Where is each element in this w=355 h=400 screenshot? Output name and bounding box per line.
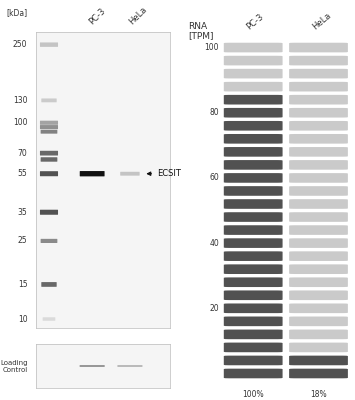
Text: 35: 35 (18, 208, 27, 217)
FancyBboxPatch shape (224, 160, 283, 170)
FancyBboxPatch shape (289, 121, 348, 131)
FancyBboxPatch shape (224, 238, 283, 248)
FancyBboxPatch shape (224, 342, 283, 352)
FancyBboxPatch shape (289, 212, 348, 222)
FancyBboxPatch shape (289, 43, 348, 52)
Text: 130: 130 (13, 96, 27, 105)
FancyBboxPatch shape (224, 316, 283, 326)
Text: RNA: RNA (188, 22, 207, 31)
Text: [kDa]: [kDa] (6, 8, 27, 17)
FancyBboxPatch shape (224, 43, 283, 52)
FancyBboxPatch shape (224, 173, 283, 183)
Text: 80: 80 (209, 108, 219, 117)
Text: 40: 40 (209, 239, 219, 248)
FancyBboxPatch shape (289, 56, 348, 66)
FancyBboxPatch shape (289, 369, 348, 378)
Text: 15: 15 (18, 280, 27, 289)
FancyBboxPatch shape (289, 330, 348, 339)
FancyBboxPatch shape (40, 130, 58, 134)
FancyBboxPatch shape (120, 172, 140, 176)
FancyBboxPatch shape (224, 186, 283, 196)
FancyBboxPatch shape (224, 251, 283, 261)
FancyBboxPatch shape (224, 134, 283, 144)
Text: 100: 100 (13, 118, 27, 127)
FancyBboxPatch shape (289, 160, 348, 170)
FancyBboxPatch shape (224, 69, 283, 78)
Text: HeLa: HeLa (310, 11, 333, 32)
Text: Loading
Control: Loading Control (0, 360, 27, 372)
Text: PC-3: PC-3 (87, 6, 107, 26)
FancyBboxPatch shape (224, 108, 283, 118)
FancyBboxPatch shape (289, 82, 348, 92)
FancyBboxPatch shape (289, 342, 348, 352)
Text: [TPM]: [TPM] (188, 31, 213, 40)
FancyBboxPatch shape (224, 290, 283, 300)
Text: 60: 60 (209, 174, 219, 182)
FancyBboxPatch shape (289, 304, 348, 313)
Text: 10: 10 (18, 314, 27, 324)
FancyBboxPatch shape (289, 173, 348, 183)
FancyBboxPatch shape (224, 330, 283, 339)
FancyBboxPatch shape (224, 212, 283, 222)
FancyBboxPatch shape (224, 304, 283, 313)
FancyBboxPatch shape (40, 171, 58, 176)
FancyBboxPatch shape (224, 369, 283, 378)
FancyBboxPatch shape (224, 277, 283, 287)
FancyBboxPatch shape (40, 239, 58, 243)
FancyBboxPatch shape (289, 290, 348, 300)
FancyBboxPatch shape (289, 134, 348, 144)
Text: 18%: 18% (310, 390, 327, 400)
Text: 250: 250 (13, 40, 27, 49)
FancyBboxPatch shape (289, 108, 348, 118)
FancyBboxPatch shape (289, 199, 348, 209)
Text: 100: 100 (204, 43, 219, 52)
FancyBboxPatch shape (289, 147, 348, 157)
Text: High Low: High Low (88, 346, 123, 355)
Text: 20: 20 (209, 304, 219, 313)
FancyBboxPatch shape (224, 356, 283, 365)
Text: 25: 25 (18, 236, 27, 246)
FancyBboxPatch shape (224, 199, 283, 209)
Text: ECSIT: ECSIT (157, 169, 181, 178)
FancyBboxPatch shape (43, 317, 55, 321)
FancyBboxPatch shape (289, 95, 348, 104)
FancyBboxPatch shape (289, 316, 348, 326)
Text: 70: 70 (18, 149, 27, 158)
FancyBboxPatch shape (289, 277, 348, 287)
FancyBboxPatch shape (224, 121, 283, 131)
FancyBboxPatch shape (41, 98, 57, 102)
Text: 100%: 100% (242, 390, 264, 400)
FancyBboxPatch shape (41, 282, 57, 287)
Text: PC-3: PC-3 (245, 12, 266, 32)
FancyBboxPatch shape (289, 186, 348, 196)
FancyBboxPatch shape (224, 82, 283, 92)
FancyBboxPatch shape (289, 238, 348, 248)
FancyBboxPatch shape (80, 171, 105, 176)
FancyBboxPatch shape (224, 95, 283, 104)
FancyBboxPatch shape (289, 69, 348, 78)
FancyBboxPatch shape (289, 356, 348, 365)
FancyBboxPatch shape (40, 121, 58, 125)
FancyBboxPatch shape (224, 225, 283, 235)
FancyBboxPatch shape (224, 147, 283, 157)
FancyBboxPatch shape (224, 264, 283, 274)
Text: 55: 55 (18, 169, 27, 178)
FancyBboxPatch shape (40, 151, 58, 156)
FancyBboxPatch shape (224, 56, 283, 66)
FancyBboxPatch shape (40, 157, 58, 162)
FancyBboxPatch shape (289, 264, 348, 274)
FancyBboxPatch shape (289, 225, 348, 235)
FancyBboxPatch shape (40, 125, 58, 129)
Text: HeLa: HeLa (127, 5, 149, 26)
FancyBboxPatch shape (40, 42, 58, 47)
FancyBboxPatch shape (289, 251, 348, 261)
FancyBboxPatch shape (40, 210, 58, 215)
